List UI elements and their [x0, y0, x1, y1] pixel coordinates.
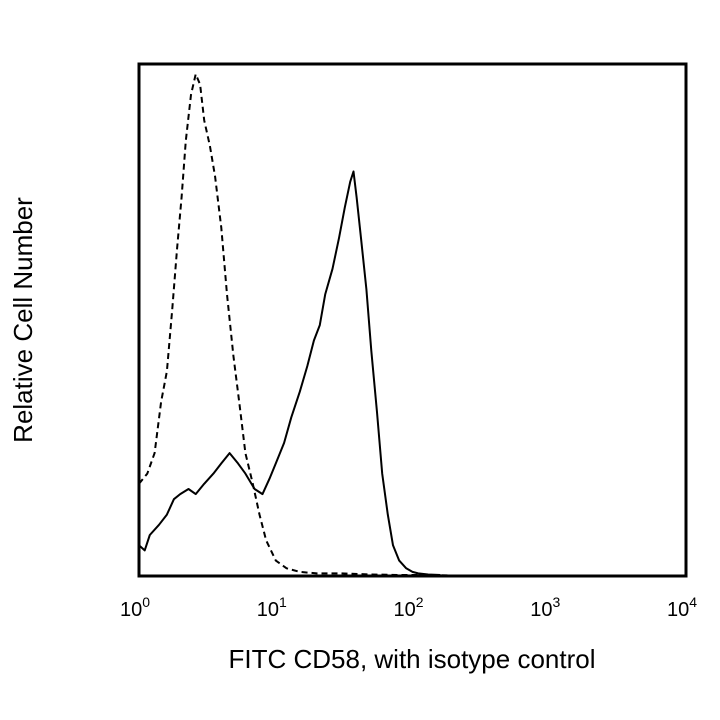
cd58-histogram — [138, 170, 441, 576]
series-layer — [138, 73, 454, 577]
x-tick-label: 104 — [667, 594, 697, 621]
x-tick-labels: 100 101 102 103 104 — [120, 594, 697, 621]
isotype-control-histogram — [138, 73, 454, 577]
x-tick-label: 102 — [393, 594, 423, 621]
x-tick-label: 100 — [120, 594, 150, 621]
x-axis-title: FITC CD58, with isotype control — [228, 644, 595, 674]
x-tick-label: 101 — [257, 594, 287, 621]
x-tick-label: 103 — [530, 594, 560, 621]
plot-frame — [137, 62, 688, 578]
y-axis-title: Relative Cell Number — [8, 197, 38, 443]
